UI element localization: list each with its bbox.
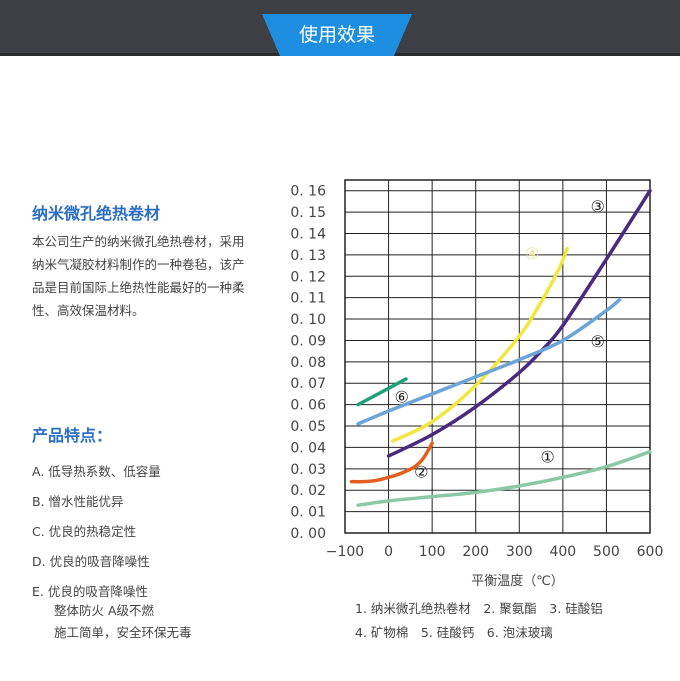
y-tick-label: 0. 12 [290,269,326,285]
product-description: 本公司生产的纳米微孔绝热卷材，采用纳米气凝胶材料制作的一种卷毡，该产品是目前国际… [32,234,245,318]
tab-usage-effect[interactable]: 使用效果 [262,14,412,56]
x-tick-label: 300 [506,544,533,560]
y-tick-label: 0. 00 [290,526,326,542]
feature-item-e: E. 优良的吸音降噪性 整体防火 A级不燃 施工简单，安全环保无毒 [32,581,192,644]
legend-line-2: 4. 矿物棉 5. 硅酸钙 6. 泡沫玻璃 [355,625,553,640]
x-tick-label: 0 [384,544,393,560]
x-axis-label: 平衡温度（℃） [471,573,564,589]
plot-frame [344,179,651,534]
series-label-6: ⑥ [394,387,408,406]
y-tick-label: 0. 09 [290,333,326,349]
x-tick-label: 500 [593,544,620,560]
y-tick-label: 0. 06 [290,398,326,414]
y-tick-label: 0. 11 [290,291,326,307]
feature-item-a: A. 低导热系数、低容量 [32,464,161,479]
feature-item-d: D. 优良的吸音降噪性 [32,554,150,569]
legend-line-1: 1. 纳米微孔绝热卷材 2. 聚氨酯 3. 硅酸铝 [355,601,603,616]
series-label-1: ① [540,447,554,466]
feature-item-b: B. 憎水性能优异 [32,494,124,509]
feature-item-c: C. 优良的热稳定性 [32,524,137,539]
features-title: 产品特点： [32,426,113,445]
tab-background [262,14,412,56]
series-label-4: ④ [525,244,539,263]
x-tick-label: 600 [637,544,664,560]
y-tick-label: 0. 07 [290,376,326,392]
y-tick-label: 0. 08 [290,355,326,371]
series-line-1 [356,449,652,507]
series-label-2: ② [414,462,428,481]
series-line-6 [356,377,408,407]
feature-item-e-sub-2: 施工简单，安全环保无毒 [54,625,192,640]
y-tick-label: 0. 02 [290,483,326,499]
y-tick-label: 0. 04 [290,440,326,456]
series-label-3: ③ [591,197,605,216]
y-tick-label: 0. 05 [290,419,326,435]
y-tick-label: 0. 14 [290,226,326,242]
y-tick-label: 0. 13 [290,248,326,264]
y-tick-label: 0. 01 [290,505,326,521]
x-tick-label: 200 [462,544,489,560]
series-line-4 [391,246,569,443]
y-tick-label: 0. 15 [290,205,326,221]
x-tick-label: −100 [326,544,364,560]
feature-item-e-label: E. 优良的吸音降噪性 [32,584,148,599]
x-tick-label: 400 [549,544,576,560]
y-tick-label: 0. 03 [290,462,326,478]
series-line-2 [349,441,434,484]
feature-item-e-sub-1: 整体防火 A级不燃 [54,603,155,618]
series-line-5 [356,298,622,426]
tab-label: 使用效果 [298,24,375,46]
product-title: 纳米微孔绝热卷材 [32,204,161,223]
series-label-5: ⑤ [591,332,605,351]
series-line-3 [386,188,652,458]
y-tick-label: 0. 16 [290,184,326,200]
x-tick-label: 100 [419,544,446,560]
y-tick-label: 0. 10 [290,312,326,328]
